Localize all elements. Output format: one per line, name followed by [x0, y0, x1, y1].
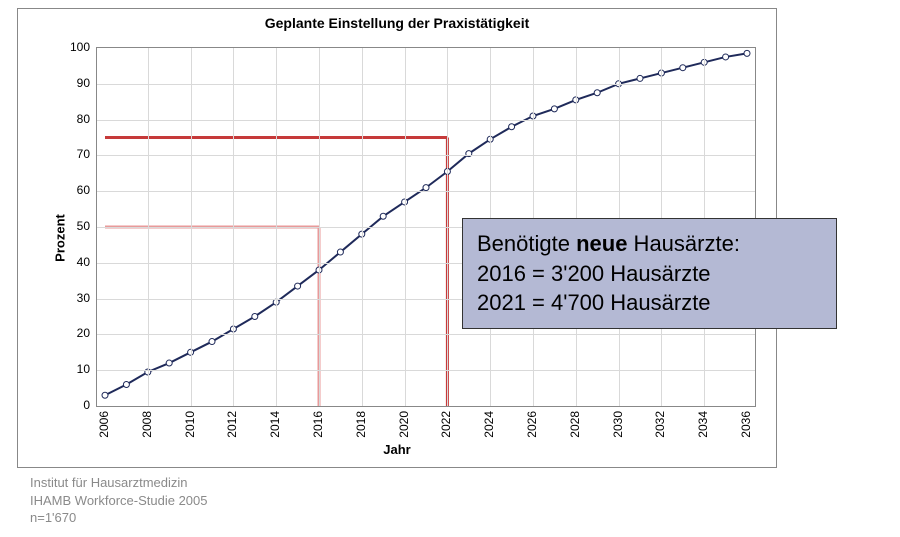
data-marker: [209, 339, 215, 345]
data-marker: [594, 90, 600, 96]
source-line3: n=1'670: [30, 509, 208, 527]
chart-frame: Geplante Einstellung der Praxistätigkeit…: [12, 8, 888, 528]
x-tick-label: 2028: [568, 411, 582, 438]
gridline-v: [319, 48, 320, 406]
x-tick-label: 2024: [482, 411, 496, 438]
data-marker: [337, 249, 343, 255]
annotation-line1-suffix: Hausärzte:: [627, 231, 740, 256]
data-marker: [744, 50, 750, 56]
annotation-line3: 2021 = 4'700 Hausärzte: [477, 288, 822, 318]
y-tick-label: 100: [58, 40, 90, 54]
x-tick-label: 2034: [696, 411, 710, 438]
annotation-box: Benötigte neue Hausärzte: 2016 = 3'200 H…: [462, 218, 837, 329]
y-tick-label: 90: [58, 76, 90, 90]
source-line1: Institut für Hausarztmedizin: [30, 474, 208, 492]
y-tick-label: 50: [58, 219, 90, 233]
x-tick-label: 2030: [611, 411, 625, 438]
gridline-v: [405, 48, 406, 406]
data-marker: [102, 392, 108, 398]
x-tick-label: 2010: [183, 411, 197, 438]
gridline-h: [97, 84, 755, 85]
x-tick-label: 2018: [354, 411, 368, 438]
y-tick-label: 40: [58, 255, 90, 269]
chart-title: Geplante Einstellung der Praxistätigkeit: [18, 15, 776, 31]
data-marker: [252, 314, 258, 320]
y-tick-label: 60: [58, 183, 90, 197]
gridline-v: [447, 48, 448, 406]
x-tick-label: 2036: [739, 411, 753, 438]
x-tick-label: 2008: [140, 411, 154, 438]
source-text: Institut für Hausarztmedizin IHAMB Workf…: [30, 474, 208, 527]
x-tick-label: 2016: [311, 411, 325, 438]
x-tick-label: 2026: [525, 411, 539, 438]
y-tick-label: 80: [58, 112, 90, 126]
annotation-line1-bold: neue: [576, 231, 627, 256]
data-marker: [423, 185, 429, 191]
data-marker: [123, 382, 129, 388]
gridline-h: [97, 191, 755, 192]
x-axis-title: Jahr: [18, 442, 776, 457]
x-tick-label: 2014: [268, 411, 282, 438]
annotation-line1-prefix: Benötigte: [477, 231, 576, 256]
gridline-h: [97, 155, 755, 156]
data-marker: [295, 283, 301, 289]
data-marker: [637, 75, 643, 81]
y-tick-label: 30: [58, 291, 90, 305]
data-marker: [509, 124, 515, 130]
x-tick-label: 2020: [397, 411, 411, 438]
y-tick-label: 0: [58, 398, 90, 412]
gridline-h: [97, 334, 755, 335]
source-line2: IHAMB Workforce-Studie 2005: [30, 492, 208, 510]
gridline-h: [97, 370, 755, 371]
x-tick-label: 2012: [225, 411, 239, 438]
data-marker: [166, 360, 172, 366]
y-tick-label: 20: [58, 326, 90, 340]
x-tick-label: 2022: [439, 411, 453, 438]
gridline-v: [148, 48, 149, 406]
gridline-v: [276, 48, 277, 406]
x-tick-label: 2006: [97, 411, 111, 438]
data-marker: [380, 213, 386, 219]
gridline-v: [191, 48, 192, 406]
data-marker: [551, 106, 557, 112]
data-marker: [680, 65, 686, 71]
y-tick-label: 10: [58, 362, 90, 376]
annotation-line2: 2016 = 3'200 Hausärzte: [477, 259, 822, 289]
x-tick-label: 2032: [653, 411, 667, 438]
annotation-line1: Benötigte neue Hausärzte:: [477, 229, 822, 259]
gridline-v: [233, 48, 234, 406]
gridline-h: [97, 120, 755, 121]
data-marker: [723, 54, 729, 60]
y-tick-label: 70: [58, 147, 90, 161]
gridline-v: [362, 48, 363, 406]
